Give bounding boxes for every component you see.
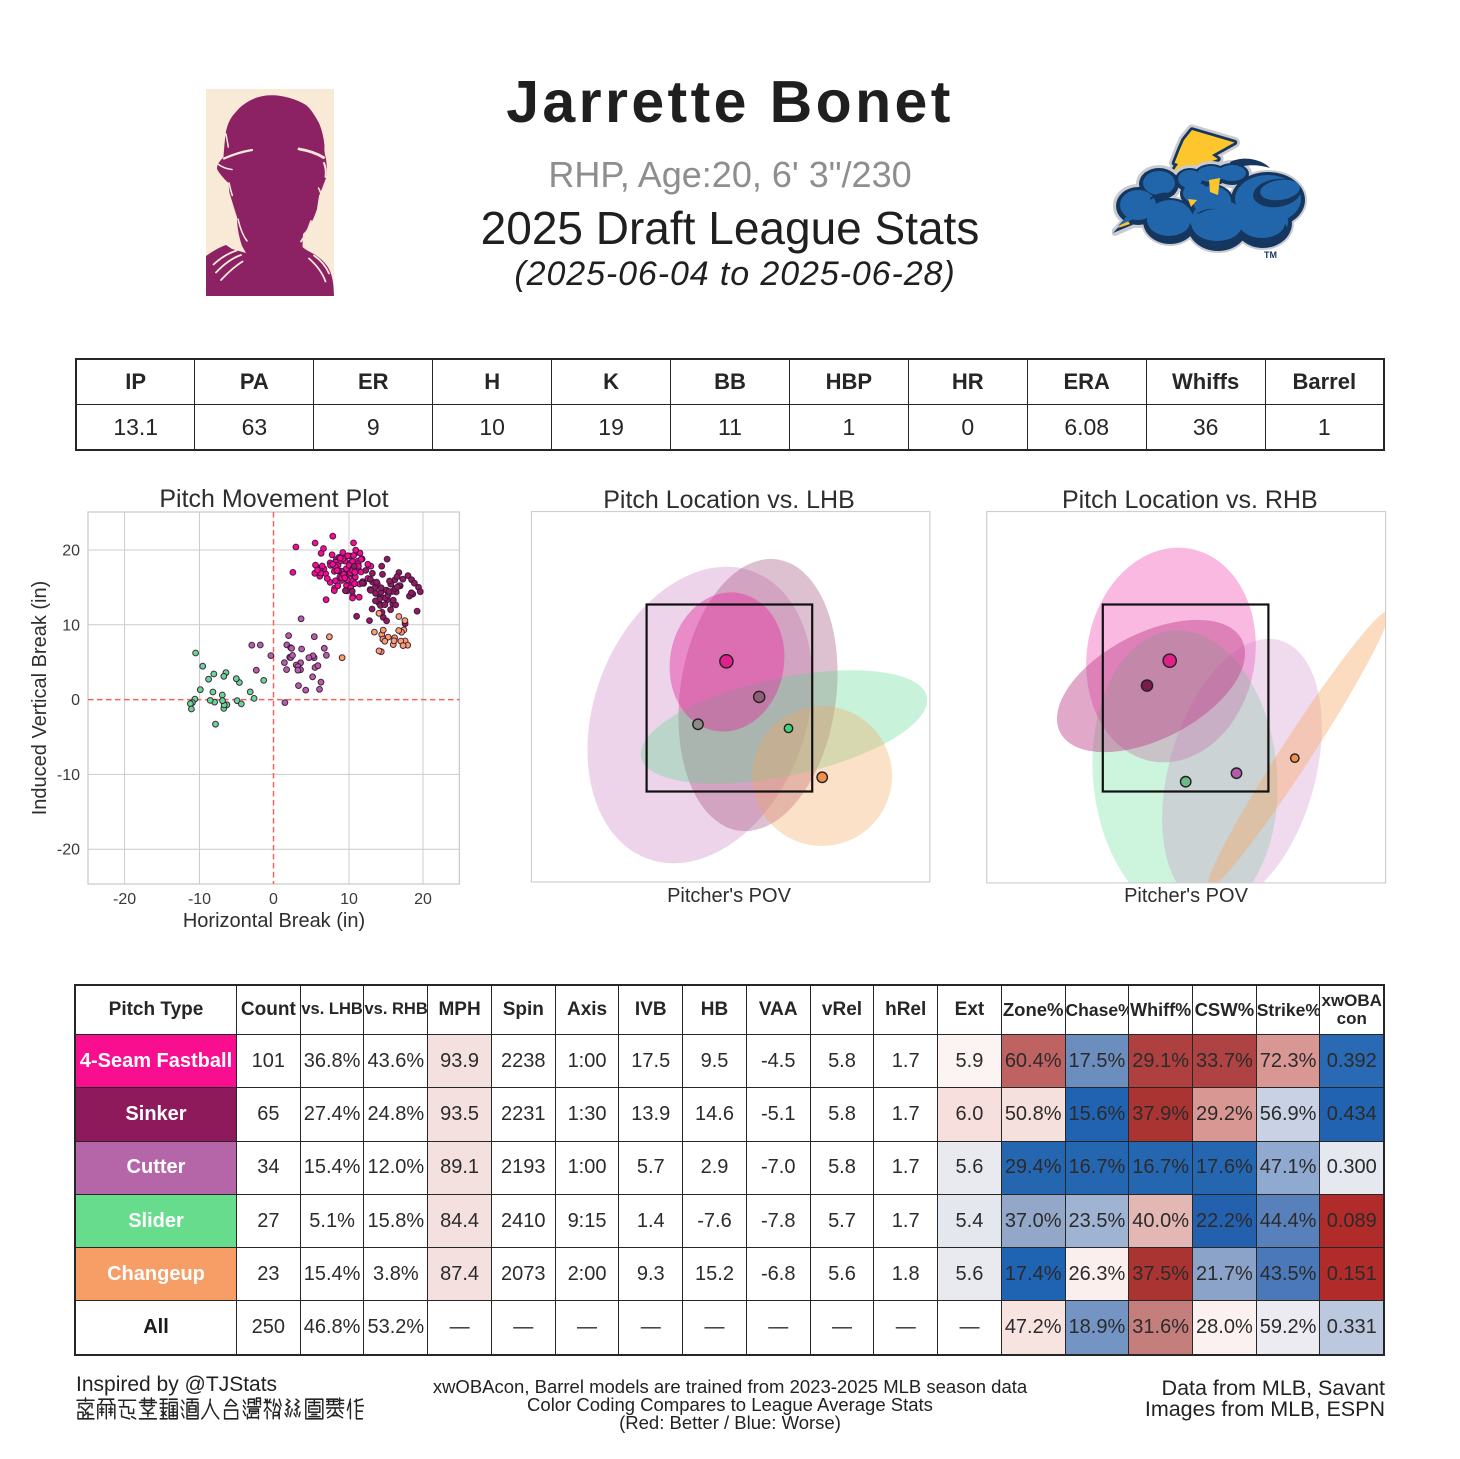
svg-text:20: 20 xyxy=(62,543,80,560)
svg-text:Pitcher's POV: Pitcher's POV xyxy=(1124,885,1249,907)
svg-text:0: 0 xyxy=(269,891,278,908)
svg-text:-20: -20 xyxy=(113,891,136,908)
svg-text:20: 20 xyxy=(414,891,432,908)
svg-text:-10: -10 xyxy=(188,891,211,908)
svg-text:Pitch Movement Plot: Pitch Movement Plot xyxy=(159,485,388,513)
svg-text:10: 10 xyxy=(340,891,358,908)
svg-text:TM: TM xyxy=(1264,250,1277,260)
svg-text:Induced Vertical Break (in): Induced Vertical Break (in) xyxy=(29,581,51,816)
svg-text:Pitch Location vs. RHB: Pitch Location vs. RHB xyxy=(1062,486,1318,514)
svg-text:Horizontal Break (in): Horizontal Break (in) xyxy=(183,910,365,932)
svg-text:Pitcher's POV: Pitcher's POV xyxy=(667,885,792,907)
svg-text:Pitch Location vs. LHB: Pitch Location vs. LHB xyxy=(603,486,855,514)
svg-text:0: 0 xyxy=(71,692,80,709)
svg-text:-20: -20 xyxy=(57,842,80,859)
svg-text:10: 10 xyxy=(62,617,80,634)
svg-text:-10: -10 xyxy=(57,767,80,784)
